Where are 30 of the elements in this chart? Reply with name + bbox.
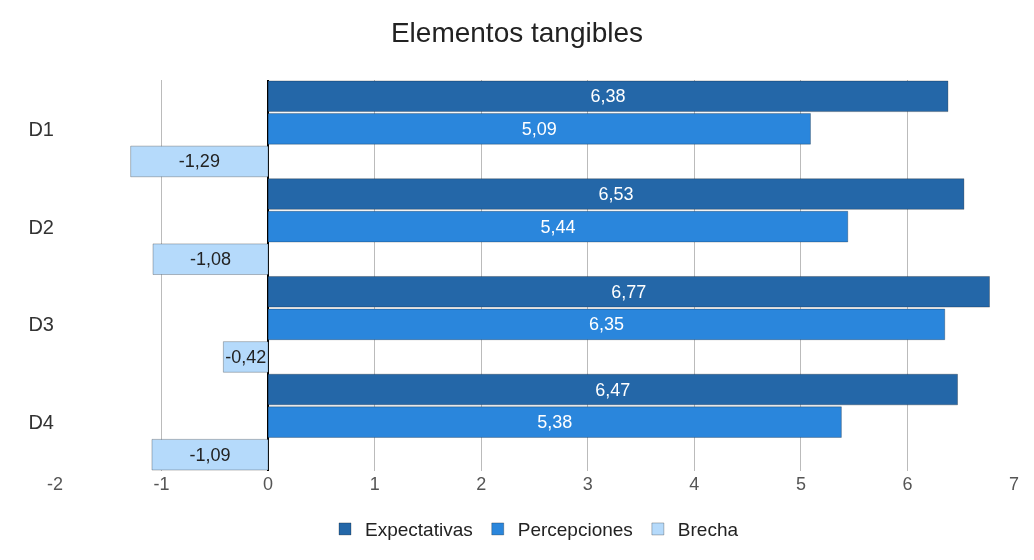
data-label: 5,09 [521,118,557,139]
data-label: 6,53 [598,184,634,205]
x-tick-label: 2 [476,474,487,494]
x-tick-label: -2 [46,474,64,494]
x-tick-label: 1 [369,474,380,494]
data-label: -1,09 [189,444,231,465]
data-label: -1,29 [178,151,220,172]
data-label: -0,42 [225,346,267,367]
x-tick-label: 4 [689,474,700,494]
y-tick-label: D4 [28,411,54,434]
data-label: 5,38 [537,412,573,433]
y-tick-label: D3 [28,313,54,336]
x-tick-label: 0 [263,474,274,494]
chart-title: Elementos tangibles [390,17,644,48]
data-label: 6,47 [595,379,631,400]
x-tick-label: 6 [902,474,913,494]
x-tick-label: 5 [795,474,806,494]
legend-label: Percepciones [517,519,633,541]
data-label: -1,08 [190,249,232,270]
legend-label: Expectativas [365,519,473,541]
data-label: 6,77 [611,281,647,302]
y-tick-label: D2 [28,215,54,238]
data-label: 6,35 [588,314,624,335]
x-tick-label: 3 [582,474,593,494]
x-tick-label: -1 [153,474,170,494]
x-tick-label: 7 [1008,474,1020,494]
data-label: 6,38 [590,86,626,107]
y-tick-label: D1 [28,117,54,140]
data-label: 5,44 [540,216,576,237]
legend-label: Brecha [677,519,739,541]
